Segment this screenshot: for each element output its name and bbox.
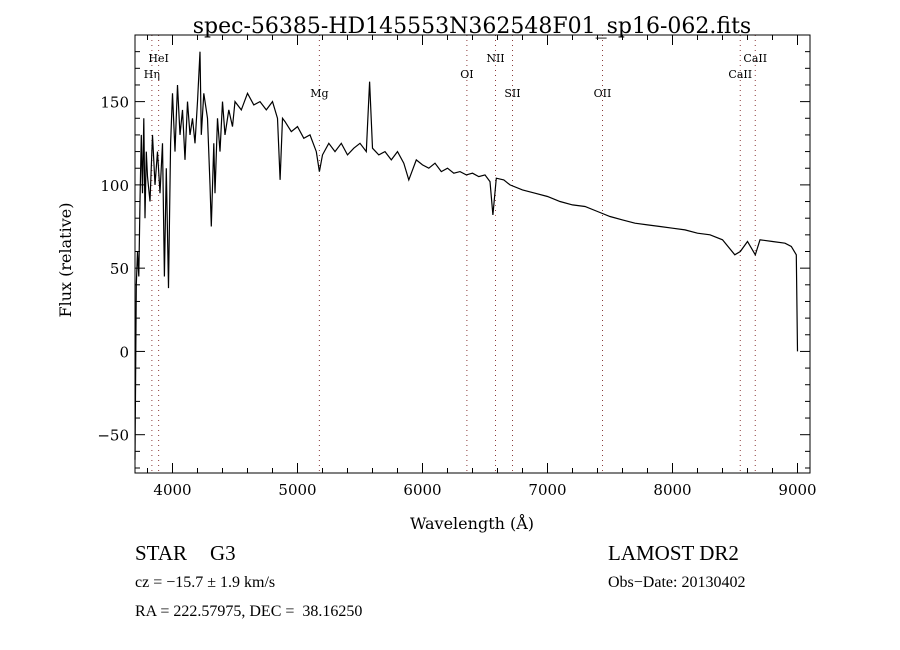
y-tick-label: −50 <box>97 427 129 445</box>
line-marker-label: SII <box>504 87 520 100</box>
line-marker-label: Mg <box>310 87 328 100</box>
x-tick-label: 5000 <box>278 481 316 499</box>
line-marker-label: NII <box>486 52 504 65</box>
axes: 4000 5000 6000 7000 8000 9000 −50 0 50 100 150 <box>97 34 817 499</box>
line-marker-label: CaII <box>728 68 752 81</box>
obs-date: Obs−Date: 20130402 <box>608 574 746 591</box>
x-tick-label: 8000 <box>653 481 691 499</box>
y-tick-label: 100 <box>100 177 129 195</box>
coordinates: RA = 222.57975, DEC = 38.16250 <box>135 603 363 620</box>
series-group <box>134 51 799 460</box>
redshift-text: cz = −15.7 ± 1.9 km/s <box>135 574 276 591</box>
survey-label: LAMOST DR2 <box>608 541 739 565</box>
plot-frame <box>134 34 811 474</box>
line-marker-label: CaII <box>743 52 767 65</box>
line-marker-label: OII <box>594 87 612 100</box>
x-tick-label: 7000 <box>528 481 566 499</box>
x-tick-label: 6000 <box>403 481 441 499</box>
line-marker-label: HeI <box>148 52 168 65</box>
subclass: G3 <box>210 541 236 565</box>
y-axis-label: Flux (relative) <box>56 203 75 318</box>
y-tick-label: 0 <box>119 343 129 361</box>
line-marker-label: Hη <box>144 68 160 81</box>
object-class: STAR <box>135 541 187 565</box>
y-tick-label: 150 <box>100 94 129 112</box>
y-tick-label: 50 <box>110 260 129 278</box>
x-axis-label: Wavelength (Å) <box>410 513 534 533</box>
line-markers: Hη HeI Mg OI NII SII OII CaII CaII <box>144 35 767 473</box>
x-tick-label: 4000 <box>153 481 191 499</box>
x-tick-label: 9000 <box>778 481 816 499</box>
series-spectrum <box>134 51 799 460</box>
line-marker-label: OI <box>460 68 473 81</box>
